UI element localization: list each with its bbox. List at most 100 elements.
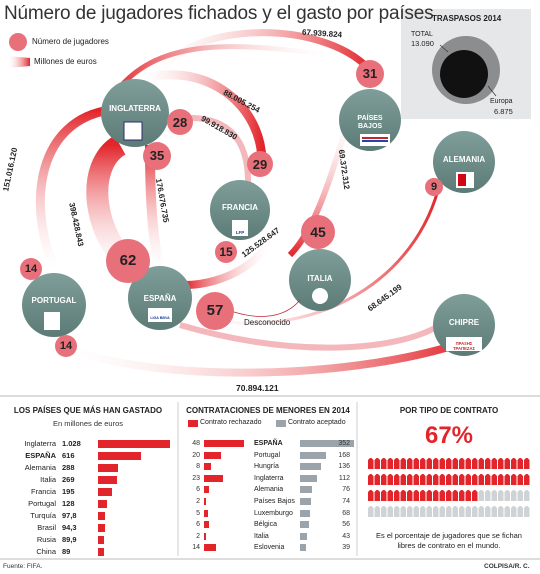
count-espana-francia: 15 (219, 245, 233, 259)
bubble-portugal-top (20, 258, 42, 280)
minors-rejected-bar (204, 486, 209, 494)
shirt-icon (439, 506, 445, 517)
spend-value: 97,8 (62, 511, 77, 520)
spend-row: Italia 269 (2, 474, 174, 486)
panel-contract: POR TIPO DE CONTRATO 67% Es el porcentaj… (362, 398, 536, 558)
flow-espana-portugal (58, 336, 472, 377)
minors-row: 2 Italia 43 (182, 531, 354, 542)
node-italia (289, 249, 351, 311)
minors-row: 6 Bélgica 56 (182, 519, 354, 530)
logo-serie-a (312, 288, 328, 304)
label-italia: ITALIA (307, 274, 333, 283)
spend-row: China 89 (2, 546, 174, 558)
spend-bar (98, 536, 105, 544)
shirt-icon (394, 458, 400, 469)
shirt-icon (426, 490, 432, 501)
shirt-icon (387, 474, 393, 485)
shirt-icon (407, 506, 413, 517)
minors-country: Bélgica (254, 521, 277, 529)
minors-row: 8 Hungría 136 (182, 461, 354, 472)
minors-rejected-value: 23 (192, 474, 200, 482)
flow-francia-inglaterra (179, 114, 252, 191)
traspasos-total-value: 13.090 (411, 39, 434, 48)
shirt-icon (465, 474, 471, 485)
logo-chipre (446, 337, 482, 351)
spend-value: 89,9 (62, 535, 77, 544)
shirt-icon (400, 474, 406, 485)
minors-rejected-bar (204, 509, 209, 517)
shirt-icon (400, 458, 406, 469)
shirt-icon (498, 490, 504, 501)
shirt-icon (381, 506, 387, 517)
shirt-icon (472, 490, 478, 501)
credit-note: COLPISA/R. C. (484, 563, 530, 570)
legend-player-circle (9, 33, 27, 51)
shirt-icon (420, 458, 426, 469)
minors-row: 5 Luxemburgo 68 (182, 508, 354, 519)
minors-country: Alemania (254, 486, 284, 494)
spend-country: Italia (40, 475, 56, 484)
node-inglaterra (101, 79, 169, 147)
minors-row: 6 Alemania 76 (182, 484, 354, 495)
flow-espana-chipre (179, 322, 442, 351)
shirt-icon (439, 458, 445, 469)
minors-row: 48 ESPAÑA 352 (182, 438, 354, 449)
shirt-icon (387, 490, 393, 501)
shirt-icon (426, 474, 432, 485)
minors-rejected-bar (204, 521, 209, 529)
shirt-icon (472, 506, 478, 517)
spend-value: 128 (62, 499, 75, 508)
traspasos-total-label: TOTAL (411, 31, 433, 38)
shirt-icon (478, 490, 484, 501)
shirt-icon (374, 490, 380, 501)
spend-value: 616 (62, 451, 75, 460)
shirt-icon (387, 506, 393, 517)
shirt-icon (452, 458, 458, 469)
shirt-icon (407, 474, 413, 485)
shirt-icon (498, 458, 504, 469)
minors-accepted-bar (300, 544, 306, 552)
contract-heading: POR TIPO DE CONTRATO (399, 406, 499, 415)
shirt-icon (439, 474, 445, 485)
logo-lfp-text: LFP (235, 230, 245, 235)
shirt-icon (491, 458, 497, 469)
shirt-icon (485, 474, 491, 485)
minors-list: 48 ESPAÑA 352 20 Portugal 168 8 Hungría 136 23 Ing… (182, 438, 354, 558)
spend-value: 269 (62, 475, 75, 484)
spend-country: China (36, 547, 56, 556)
shirt-icon (452, 490, 458, 501)
minors-country: Inglaterra (254, 474, 284, 482)
panel-minors: CONTRATACIONES DE MENORES EN 2014 Contra… (182, 398, 354, 558)
shirt-icon (459, 506, 465, 517)
shirt-icon (439, 490, 445, 501)
bubble-espana-francia (215, 241, 237, 263)
page-title: Número de jugadores fichados y el gasto … (4, 3, 434, 24)
shirt-icon (394, 490, 400, 501)
flow-espana-francia (184, 229, 276, 289)
count-paises-bajos: 31 (362, 66, 378, 81)
shirt-icon (420, 474, 426, 485)
shirt-icon (394, 506, 400, 517)
spend-country: Rusia (36, 535, 56, 544)
spend-value: 195 (62, 487, 75, 496)
bubble-desconocido (196, 292, 234, 330)
shirt-icon (465, 458, 471, 469)
spend-bar (98, 548, 105, 556)
shirt-icon (374, 458, 380, 469)
bubble-espana-alemania (425, 178, 443, 196)
shirt-icon (433, 490, 439, 501)
count-espana-italia: 45 (310, 224, 326, 240)
spend-bar (98, 476, 117, 484)
minors-rejected-value: 2 (196, 498, 200, 505)
spend-row: Inglaterra 1.028 (2, 438, 174, 450)
minors-rejected-value: 6 (196, 486, 200, 494)
spend-row: Brasil 94,3 (2, 522, 174, 534)
spend-bar (98, 500, 107, 508)
shirt-icon (511, 474, 517, 485)
shirt-icon (491, 474, 497, 485)
shirt-icon (374, 506, 380, 517)
minors-accepted-value: 168 (338, 451, 350, 459)
shirt-icon (381, 458, 387, 469)
